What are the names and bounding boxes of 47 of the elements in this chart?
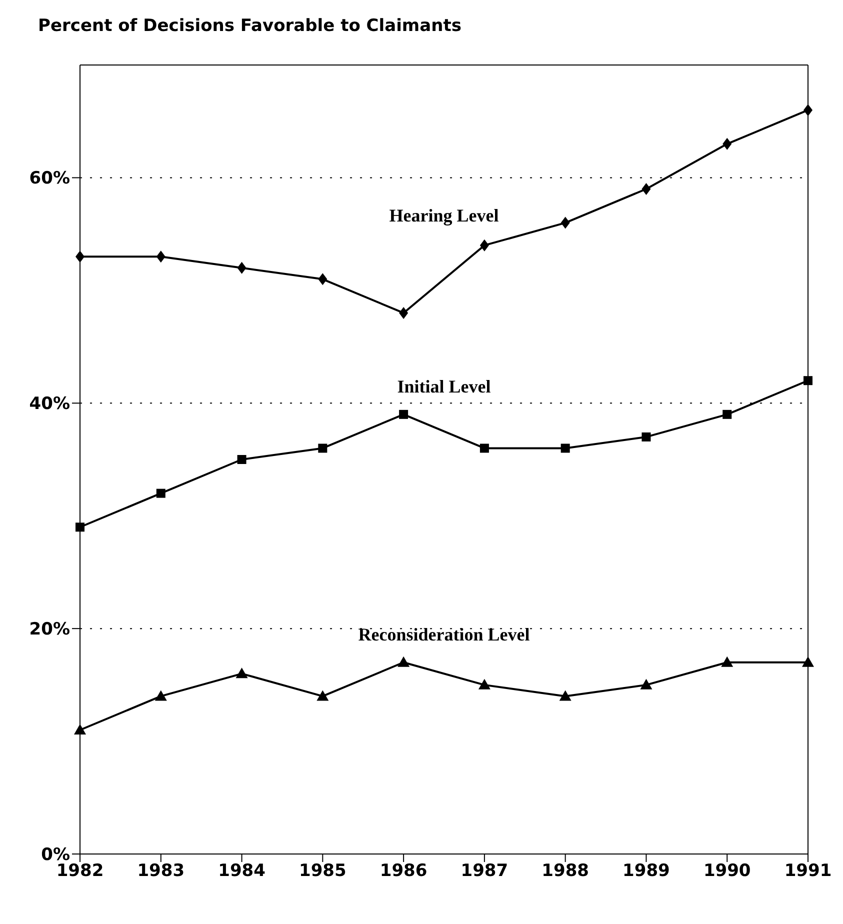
point bbox=[480, 239, 489, 252]
point bbox=[236, 668, 248, 678]
y-tick-label: 20% bbox=[29, 620, 70, 640]
point bbox=[316, 690, 329, 701]
point bbox=[559, 690, 572, 701]
point bbox=[237, 455, 246, 464]
x-tick-label: 1988 bbox=[542, 861, 589, 882]
point bbox=[399, 410, 408, 419]
point bbox=[560, 216, 570, 229]
point bbox=[237, 262, 246, 274]
x-tick-label: 1990 bbox=[703, 861, 751, 882]
series-label: Reconsideration Level bbox=[358, 624, 530, 644]
series-label: Hearing Level bbox=[389, 206, 499, 226]
point bbox=[480, 444, 489, 453]
x-tick-label: 1989 bbox=[622, 861, 670, 882]
point bbox=[804, 376, 812, 386]
point bbox=[560, 444, 570, 453]
point bbox=[398, 656, 410, 667]
point bbox=[642, 182, 651, 195]
point bbox=[318, 444, 328, 453]
x-tick-label: 1984 bbox=[218, 861, 266, 882]
y-tick-label: 60% bbox=[29, 168, 70, 189]
point bbox=[74, 724, 86, 735]
point bbox=[156, 488, 166, 498]
x-tick-label: 1986 bbox=[380, 861, 428, 882]
x-tick-label: 1991 bbox=[784, 861, 832, 882]
point bbox=[802, 656, 814, 667]
point bbox=[399, 306, 408, 319]
point bbox=[154, 690, 167, 701]
point bbox=[721, 656, 734, 667]
point bbox=[640, 678, 652, 690]
x-tick-label: 1985 bbox=[299, 861, 346, 882]
x-tick-label: 1983 bbox=[137, 861, 185, 882]
point bbox=[76, 522, 84, 532]
chart-title: Percent of Decisions Favorable to Claimants bbox=[37, 15, 462, 38]
x-tick-label: 1982 bbox=[56, 861, 104, 882]
point bbox=[722, 138, 732, 150]
point bbox=[76, 250, 84, 263]
point bbox=[642, 432, 651, 442]
series-label: Initial Level bbox=[397, 376, 491, 396]
point bbox=[804, 104, 812, 116]
point bbox=[722, 410, 732, 419]
point bbox=[318, 273, 328, 286]
point bbox=[478, 678, 490, 690]
y-tick-label: 40% bbox=[29, 394, 70, 414]
x-tick-label: 1987 bbox=[460, 861, 508, 882]
point bbox=[156, 250, 166, 263]
